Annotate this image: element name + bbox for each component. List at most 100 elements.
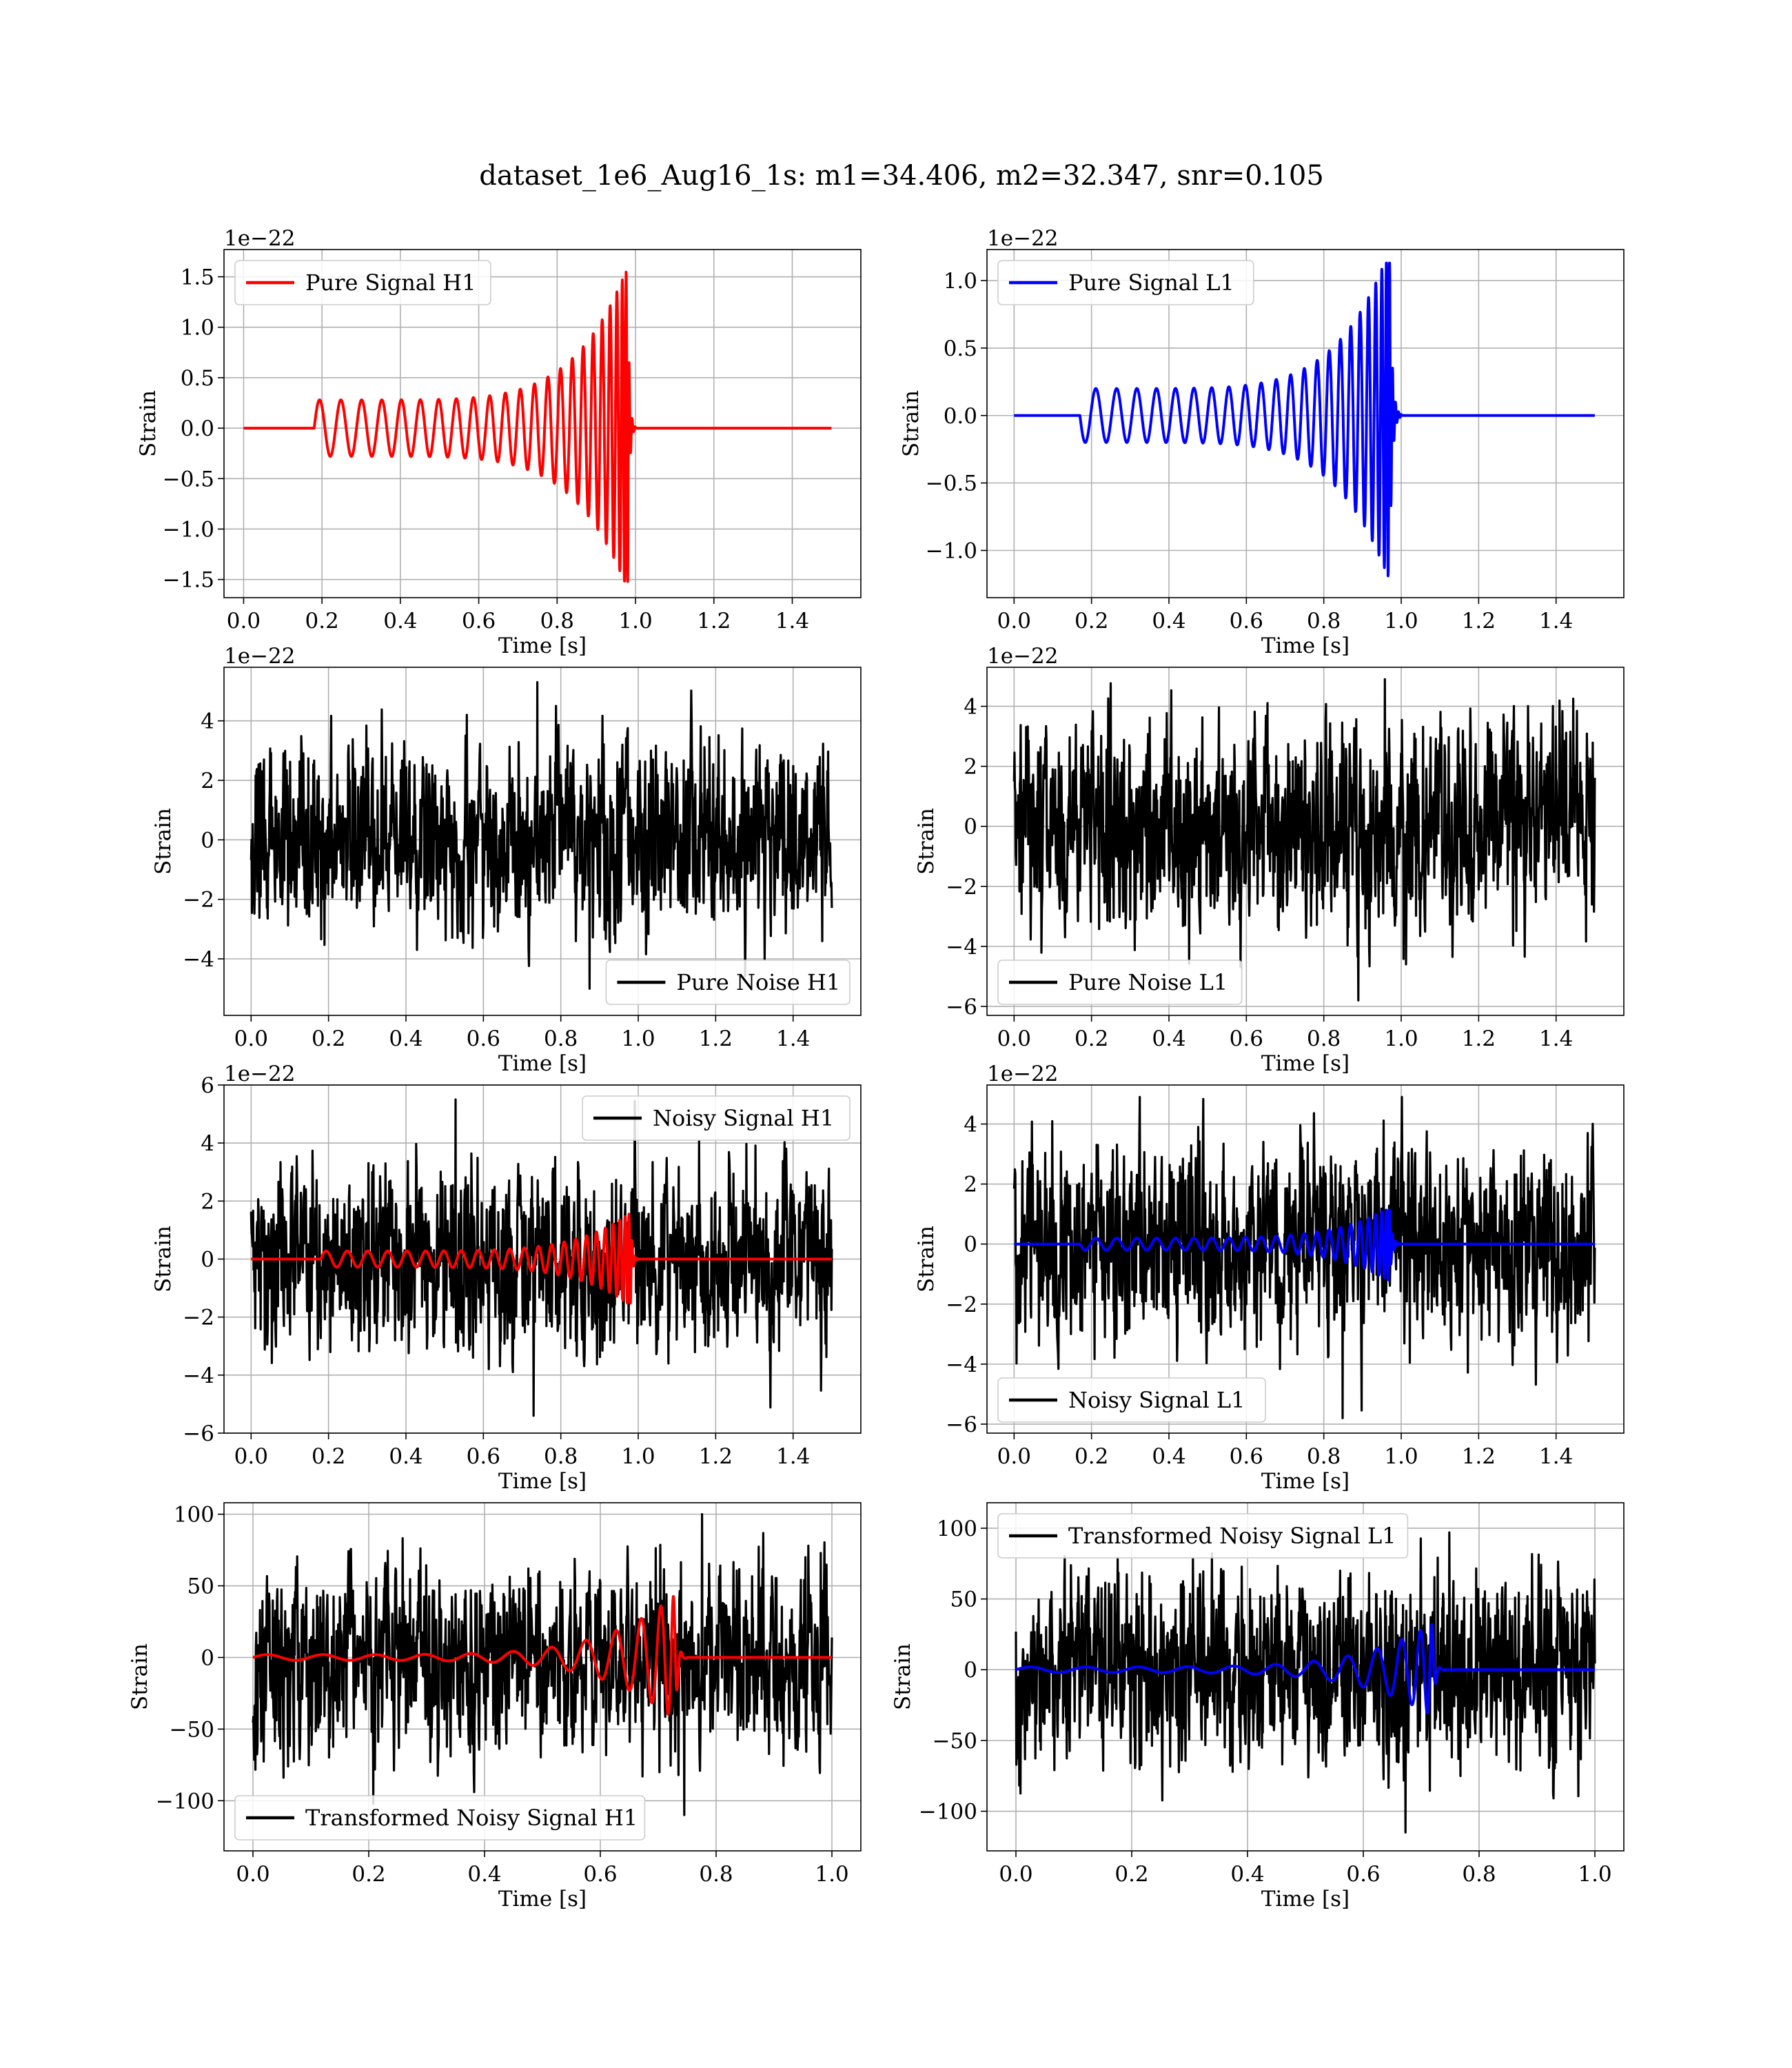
y-axis-label: Strain xyxy=(151,808,176,875)
y-tick-label: −6 xyxy=(946,1412,977,1437)
legend: Pure Noise L1 xyxy=(997,960,1243,1005)
subplot-4: 0.0 0.2 0.4 0.6 0.8 1.0 1.2 1.4 −6 −4 −2 0 2 4 Time [s… xyxy=(914,644,1625,1076)
y-tick-label: 0 xyxy=(964,815,977,840)
x-tick-label: 1.2 xyxy=(1462,1026,1496,1051)
y-tick-label: 0 xyxy=(201,1248,214,1273)
legend-label: Pure Noise H1 xyxy=(676,969,840,995)
subplot-2: 0.0 0.2 0.4 0.6 0.8 1.0 1.2 1.4 −1.0 −0.5 0.0 0.5 1.… xyxy=(899,226,1625,658)
figure-title: dataset_1e6_Aug16_1s: m1=34.406, m2=32.3… xyxy=(479,160,1324,192)
series-line-1 xyxy=(242,270,833,583)
y-tick-label: 0 xyxy=(201,828,214,853)
legend-box xyxy=(997,1377,1266,1423)
legend-label: Transformed Noisy Signal L1 xyxy=(1068,1523,1396,1549)
series-line-1 xyxy=(1012,678,1596,1002)
legend-box xyxy=(605,960,851,1005)
x-tick-label: 0.4 xyxy=(389,1444,422,1469)
y-tick-label: 1.5 xyxy=(181,265,214,290)
y-tick-label: −0.5 xyxy=(163,467,214,491)
x-tick-label: 0.0 xyxy=(236,1862,269,1887)
x-tick-label: 0.4 xyxy=(383,609,417,633)
x-tick-label: 0.4 xyxy=(389,1026,422,1051)
x-axis-label: Time [s] xyxy=(1261,1469,1350,1494)
legend-box xyxy=(997,960,1243,1005)
axes-frame xyxy=(986,249,1625,598)
x-tick-label: 0.4 xyxy=(467,1862,501,1887)
subplot-6: 0.0 0.2 0.4 0.6 0.8 1.0 1.2 1.4 −6 −4 −2 0 2 4 Time [s… xyxy=(914,1062,1625,1494)
x-tick-label: 1.0 xyxy=(618,609,652,633)
subplot-3: 0.0 0.2 0.4 0.6 0.8 1.0 1.2 1.4 −4 −2 0 2 4 Time [s] S… xyxy=(151,644,862,1076)
axes-frame xyxy=(986,1502,1625,1852)
offset-text: 1e−22 xyxy=(224,1062,296,1086)
series-line-2 xyxy=(1012,1208,1596,1281)
y-tick-label: −1.5 xyxy=(163,568,214,593)
legend-label: Pure Signal H1 xyxy=(305,270,476,296)
x-tick-label: 0.4 xyxy=(1230,1862,1264,1887)
y-tick-label: 4 xyxy=(964,1113,977,1137)
y-tick-label: 50 xyxy=(950,1588,977,1612)
y-tick-label: −2 xyxy=(183,1306,214,1330)
x-tick-label: 0.2 xyxy=(1114,1862,1148,1887)
x-tick-label: 1.0 xyxy=(1384,1026,1418,1051)
x-tick-label: 0.2 xyxy=(1075,1026,1108,1051)
legend: Pure Signal H1 xyxy=(234,260,491,305)
x-axis-label: Time [s] xyxy=(498,633,587,658)
x-tick-label: 0.8 xyxy=(699,1862,733,1887)
y-tick-label: 1.0 xyxy=(181,316,214,341)
offset-text: 1e−22 xyxy=(224,644,296,669)
series-line-1 xyxy=(250,1098,833,1417)
x-tick-label: 1.0 xyxy=(1384,1444,1418,1469)
legend-box xyxy=(997,260,1254,305)
x-tick-label: 0.0 xyxy=(997,1444,1031,1469)
y-tick-label: 100 xyxy=(174,1503,214,1528)
axes-frame xyxy=(223,667,862,1016)
x-tick-label: 1.2 xyxy=(699,1444,733,1469)
x-tick-label: 1.0 xyxy=(1578,1862,1611,1887)
x-tick-label: 1.4 xyxy=(1539,609,1573,633)
x-tick-label: 1.0 xyxy=(815,1862,848,1887)
y-axis-label: Strain xyxy=(128,1643,152,1710)
legend-box xyxy=(234,1795,646,1841)
x-tick-label: 0.8 xyxy=(544,1444,578,1469)
y-axis-label: Strain xyxy=(914,808,939,875)
plot-area xyxy=(1012,1095,1596,1419)
x-tick-label: 0.4 xyxy=(1152,609,1185,633)
legend-label: Pure Noise L1 xyxy=(1068,969,1228,995)
y-axis-label: Strain xyxy=(914,1226,939,1292)
x-tick-label: 0.0 xyxy=(997,609,1031,633)
x-tick-label: 0.6 xyxy=(1230,1444,1263,1469)
y-tick-label: 50 xyxy=(187,1574,214,1599)
axes-frame xyxy=(986,1084,1625,1434)
x-axis-label: Time [s] xyxy=(1261,633,1350,658)
y-tick-label: −4 xyxy=(183,1364,214,1388)
x-tick-label: 1.0 xyxy=(1384,609,1418,633)
y-tick-label: −2 xyxy=(946,875,977,900)
x-tick-label: 1.0 xyxy=(621,1444,655,1469)
x-tick-label: 1.4 xyxy=(1539,1026,1573,1051)
y-tick-label: −4 xyxy=(946,1352,977,1377)
subplot-8: 0.0 0.2 0.4 0.6 0.8 1.0 −100 −50 0 50 100 Time [s] S… xyxy=(890,1502,1625,1912)
x-tick-label: 1.2 xyxy=(1462,609,1496,633)
y-tick-label: 1.0 xyxy=(944,269,977,294)
x-tick-label: 1.4 xyxy=(776,1444,810,1469)
legend-label: Noisy Signal H1 xyxy=(653,1105,834,1131)
y-tick-label: 0.5 xyxy=(944,336,977,361)
y-tick-label: −0.5 xyxy=(926,472,977,496)
plot-area xyxy=(1012,678,1596,1002)
x-tick-label: 0.4 xyxy=(1152,1444,1185,1469)
y-tick-label: 0.5 xyxy=(181,366,214,391)
series-line-1 xyxy=(1015,1531,1596,1834)
x-tick-label: 0.8 xyxy=(1307,1444,1341,1469)
y-axis-label: Strain xyxy=(151,1226,176,1292)
axes-frame xyxy=(986,667,1625,1016)
y-tick-label: 2 xyxy=(964,1173,977,1197)
x-tick-label: 1.0 xyxy=(621,1026,655,1051)
x-tick-label: 1.2 xyxy=(699,1026,733,1051)
legend-label: Noisy Signal L1 xyxy=(1068,1387,1245,1413)
x-tick-label: 0.8 xyxy=(1462,1862,1496,1887)
x-axis-label: Time [s] xyxy=(498,1469,587,1494)
offset-text: 1e−22 xyxy=(224,226,296,251)
y-tick-label: 2 xyxy=(964,755,977,780)
y-axis-label: Strain xyxy=(899,390,924,457)
y-tick-label: −6 xyxy=(183,1421,214,1446)
